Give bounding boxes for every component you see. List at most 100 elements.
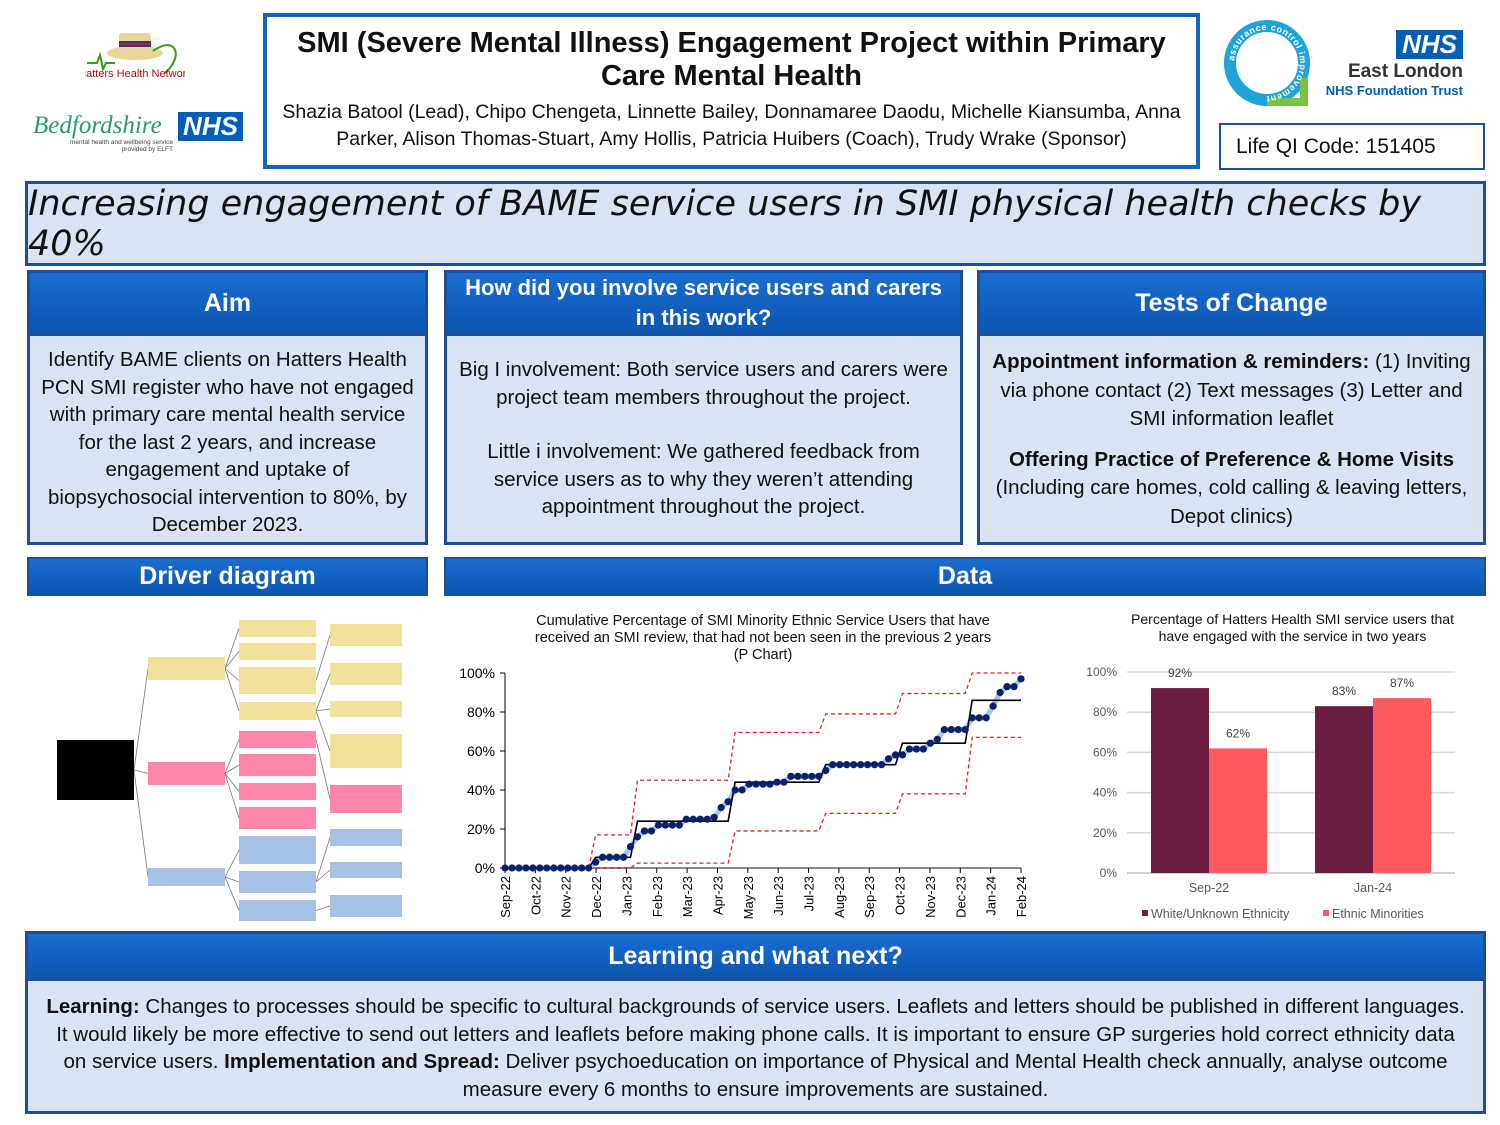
data-label: 62% [1226,726,1250,740]
driver-link [224,668,240,681]
data-point [933,735,941,743]
data-point [675,821,683,829]
driver-link [315,673,331,712]
driver-link [224,849,240,878]
title-box: SMI (Severe Mental Illness) Engagement P… [263,13,1200,169]
elft-name: East London [1347,61,1463,82]
x-tick-label: May-23 [741,876,756,919]
learning-body: Learning: Changes to processes should be… [28,981,1483,1115]
driver-link [133,769,149,878]
tests-b1: Appointment information & reminders: [992,350,1370,373]
data-point [773,778,781,786]
elft-nhs-badge: NHS [1396,30,1463,59]
tests-heading: Tests of Change [980,273,1483,336]
elft-trust: NHS Foundation Trust [1325,83,1463,98]
x-tick-label: Sep-22 [1189,881,1229,895]
data-point [850,761,858,769]
bar [1315,706,1373,873]
driver-link [315,869,331,883]
data-point [996,688,1004,697]
bar [1151,688,1209,873]
driver-link [224,876,240,883]
tests-b2: Offering Practice of Preference & Home V… [1008,447,1455,471]
driver-box [239,731,316,748]
data-point [947,725,955,734]
nhs-logo: NHS [178,112,243,141]
data-point [1003,683,1011,691]
involvement-body: Big I involvement: Both service users an… [447,336,960,529]
data-point [787,772,795,780]
data-point [759,780,767,788]
little-i-text: Little i involvement: We gathered feedba… [487,440,920,518]
bedfordshire-sub1: mental health and wellbeing service [70,139,173,146]
data-point [682,815,690,823]
data-point [780,778,788,786]
data-point [822,766,830,775]
qi-cycle-logo: assurance control improvement [1222,18,1314,108]
data-point [612,853,621,861]
y-tick-label: 100% [459,665,495,681]
data-point [919,745,927,753]
driver-box [239,754,316,776]
aim-panel: Aim Identify BAME clients on Hatters Hea… [27,270,428,545]
data-point [724,798,732,806]
data-label: 83% [1332,684,1356,698]
data-point [989,702,997,710]
data-point [752,780,760,788]
data-point [745,780,753,788]
data-point [898,751,907,759]
driver-box [330,624,402,646]
data-point [801,772,809,780]
elft-logo: NHS East London NHS Foundation Trust [1315,30,1463,98]
y-tick-label: 60% [467,743,495,759]
x-tick-label: Oct-22 [528,876,543,915]
data-point [982,714,990,722]
driver-box [330,785,402,813]
data-point [696,815,704,823]
driver-link [224,739,240,774]
tests-t1: (1) Inviting via phone contact (2) Text … [1000,350,1471,430]
driver-box [239,667,316,694]
legend-label: White/Unknown Ethnicity [1151,907,1290,921]
data-point [501,864,509,872]
data-point [940,725,948,734]
driver-link [224,668,240,712]
y-tick-label: 20% [467,821,495,837]
learning-heading: Learning and what next? [28,934,1483,981]
driver-link [315,837,331,883]
driver-link [224,773,240,792]
data-point [1010,683,1018,691]
driver-diagram-image [57,620,402,921]
y-tick-label: 40% [1093,786,1117,800]
data-point [543,864,551,872]
x-tick-label: Jan-23 [619,876,634,916]
data-point [836,761,844,769]
data-point [599,853,607,861]
learning-text: Changes to processes should be specific … [56,995,1465,1073]
data-point [633,833,642,841]
x-tick-label: Sep-22 [498,876,513,918]
y-tick-label: 0% [1100,866,1118,880]
data-point [857,761,865,769]
data-point [766,780,774,788]
driver-box [330,895,402,917]
data-point [794,772,802,780]
bar [1373,698,1431,873]
p-chart-title: Cumulative Percentage of SMI Minority Et… [534,613,992,663]
y-tick-label: 60% [1093,745,1117,759]
driver-box [239,836,316,864]
data-point [571,864,579,872]
data-point [522,864,530,872]
bar-chart: 0% 20% 40% 60% 80% 100% 92% 62% Sep-22 83% 87% Jan-… [1086,665,1455,921]
y-tick-label: 100% [1086,665,1117,679]
data-point [905,745,914,753]
data-point [557,864,565,872]
driver-box [148,657,225,680]
tests-t2: (Including care homes, cold calling & le… [995,476,1468,528]
x-tick-label: Sep-23 [862,876,877,918]
x-tick-label: Jun-23 [771,876,786,916]
data-point [863,761,872,769]
data-point [508,864,516,872]
driver-link [315,905,331,911]
hatters-logo-text: Hatters Health Network [85,68,185,80]
